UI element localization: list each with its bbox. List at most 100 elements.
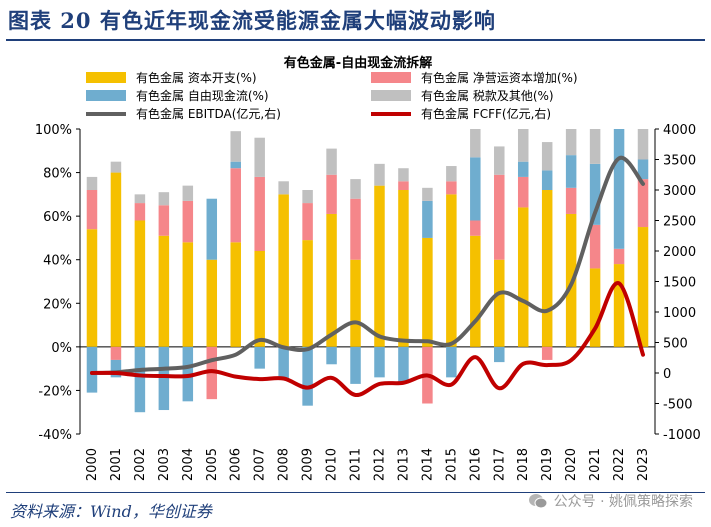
- bar-capex-2022: [613, 264, 625, 347]
- left-tick-label: 60%: [43, 210, 72, 225]
- x-tick-label-2009: 2009: [301, 448, 316, 481]
- x-tick-label-2018: 2018: [516, 448, 531, 481]
- bar-capex-2015: [446, 194, 457, 347]
- bar-tax-2010: [326, 148, 337, 175]
- bar-wc-2018: [517, 176, 529, 208]
- x-tick-label-2016: 2016: [468, 448, 483, 481]
- bar-wc-2011: [350, 198, 361, 260]
- fcff-line: [89, 281, 646, 397]
- bar-fcf-2002: [134, 346, 146, 413]
- bar-tax-2018: [517, 129, 529, 162]
- bar-wc-2015: [446, 181, 457, 195]
- bar-wc-2017: [494, 174, 505, 260]
- bar-tax-2000: [86, 176, 98, 190]
- legend-label-ebitda: 有色金属 EBITDA(亿元,右): [136, 106, 281, 121]
- bar-capex-2019: [541, 190, 553, 347]
- x-tick-label-2002: 2002: [133, 448, 148, 481]
- right-tick-label: 500: [663, 337, 688, 352]
- fcf-decomposition-chart: 有色金属-自由现金流拆解 有色金属 资本开支(%) 有色金属 净营运资本增加(%)…: [35, 55, 701, 481]
- bar-capex-2009: [302, 240, 313, 347]
- left-tick-label: 20%: [43, 297, 72, 312]
- right-tick-label: 1500: [663, 276, 696, 291]
- bar-wc-2000: [86, 190, 98, 230]
- bar-capex-2004: [182, 242, 194, 347]
- left-tick-label: 40%: [43, 254, 72, 269]
- right-tick-label: 3500: [663, 154, 696, 169]
- bar-fcf-2023: [637, 159, 649, 180]
- bar-tax-2012: [374, 163, 385, 186]
- legend-swatch-wc: [371, 72, 411, 83]
- bar-wc-2023: [637, 179, 649, 228]
- left-tick-label: -20%: [38, 384, 72, 399]
- bar-fcf-2007: [254, 346, 265, 369]
- x-tick-label-2003: 2003: [157, 448, 172, 481]
- bar-tax-2019: [541, 142, 553, 171]
- bar-fcf-2013: [398, 346, 409, 382]
- legend-label-wc: 有色金属 净营运资本增加(%): [421, 70, 578, 85]
- legend-label-fcf: 有色金属 自由现金流(%): [136, 88, 269, 103]
- x-tick-label-2019: 2019: [540, 448, 555, 481]
- right-tick-label: 2500: [663, 215, 696, 230]
- bar-fcf-2005: [206, 198, 218, 260]
- x-tick-label-2017: 2017: [492, 448, 507, 481]
- bar-tax-2009: [302, 190, 313, 204]
- bar-fcf-2010: [326, 346, 337, 365]
- right-tick-label: -500: [663, 398, 693, 413]
- x-tick-label-2005: 2005: [205, 448, 220, 481]
- bar-wc-2010: [326, 174, 337, 214]
- bar-wc-2001: [110, 346, 122, 360]
- bar-wc-2004: [182, 200, 194, 243]
- chart-title: 有色金属-自由现金流拆解: [284, 55, 432, 71]
- bar-wc-2022: [613, 248, 625, 265]
- x-tick-label-2022: 2022: [612, 448, 627, 481]
- x-tick-label-2023: 2023: [636, 448, 651, 481]
- bar-tax-2013: [398, 168, 409, 182]
- bar-wc-2006: [230, 168, 241, 243]
- bar-wc-2002: [134, 203, 146, 221]
- bar-capex-2016: [470, 235, 481, 347]
- watermark: 公众号 · 姚佩策略探索: [528, 491, 693, 511]
- figure-title: 图表 20 有色近年现金流受能源金属大幅波动影响: [8, 8, 496, 33]
- bar-tax-2016: [470, 129, 481, 158]
- bar-tax-2008: [278, 181, 289, 195]
- left-tick-label: 80%: [43, 167, 72, 182]
- wechat-icon: [528, 494, 548, 509]
- bar-fcf-2003: [158, 346, 170, 411]
- bar-wc-2016: [470, 220, 481, 236]
- bar-capex-2002: [134, 220, 146, 347]
- legend-label-tax: 有色金属 税款及其他(%): [421, 88, 554, 103]
- bar-fcf-2015: [446, 346, 457, 378]
- bar-capex-2012: [374, 185, 385, 347]
- bar-tax-2021: [589, 129, 601, 164]
- x-tick-label-2014: 2014: [420, 448, 435, 481]
- bar-capex-2005: [206, 259, 218, 347]
- bar-fcf-2016: [470, 157, 481, 221]
- x-tick-label-2007: 2007: [253, 448, 268, 481]
- bar-capex-2021: [589, 268, 601, 347]
- right-tick-label: 3000: [663, 184, 696, 199]
- bar-capex-2011: [350, 259, 361, 347]
- bar-wc-2020: [565, 187, 577, 214]
- x-tick-label-2006: 2006: [229, 448, 244, 481]
- watermark-text: 公众号 · 姚佩策略探索: [553, 494, 693, 510]
- bar-fcf-2008: [278, 346, 289, 380]
- legend-swatch-tax: [371, 90, 411, 101]
- bar-capex-2000: [86, 229, 98, 347]
- bar-tax-2017: [494, 146, 505, 175]
- bar-wc-2003: [158, 205, 170, 236]
- bar-wc-2009: [302, 203, 313, 241]
- bar-fcf-2011: [350, 346, 361, 384]
- bar-fcf-2009: [302, 346, 313, 406]
- bar-fcf-2022: [613, 129, 625, 249]
- bar-wc-2021: [589, 224, 601, 269]
- bar-capex-2006: [230, 242, 241, 347]
- bar-tax-2001: [110, 161, 122, 173]
- x-tick-label-2000: 2000: [85, 448, 100, 481]
- left-tick-label: 0%: [51, 341, 72, 356]
- x-tick-label-2020: 2020: [564, 448, 579, 481]
- bar-wc-2007: [254, 176, 265, 251]
- bar-tax-2015: [446, 166, 457, 182]
- figure-header: 图表 20 有色近年现金流受能源金属大幅波动影响: [0, 0, 711, 42]
- x-axis-labels: 2000 2001 2002 2003 2004 2005 2006 2007 2008 2009…: [85, 448, 651, 481]
- x-tick-label-2021: 2021: [588, 448, 603, 481]
